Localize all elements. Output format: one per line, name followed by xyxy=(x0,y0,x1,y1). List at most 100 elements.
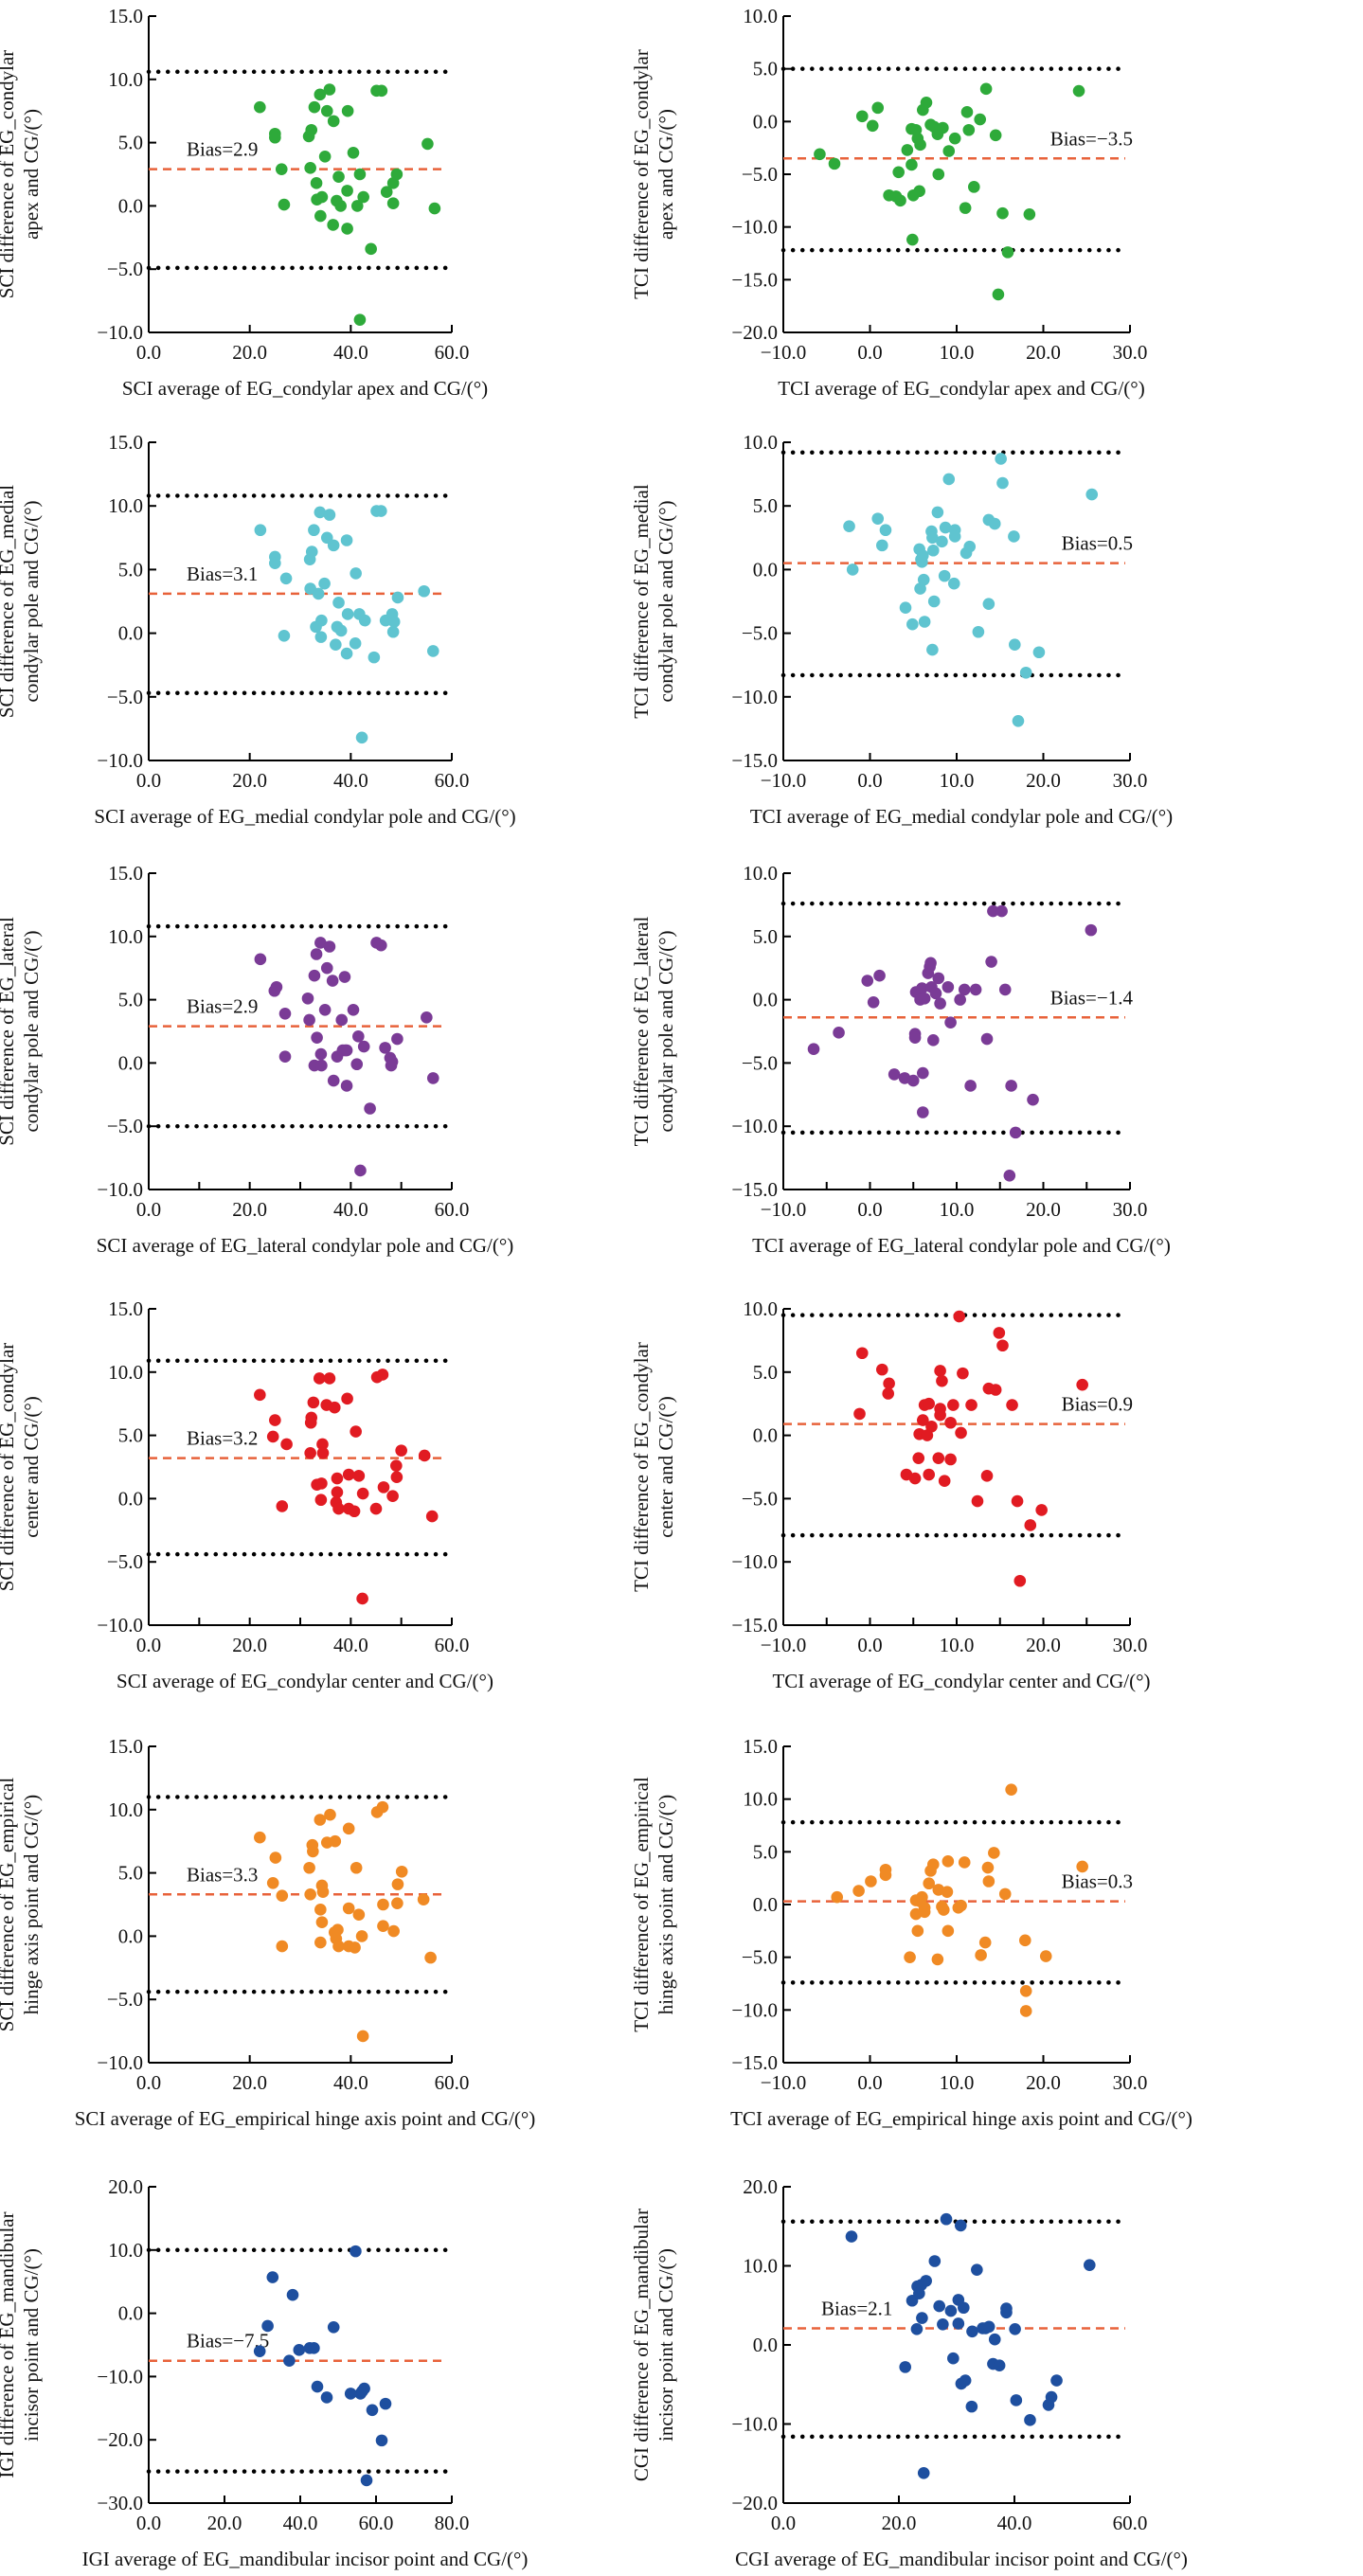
data-point xyxy=(1019,666,1032,679)
data-point xyxy=(982,1875,995,1887)
x-tick-label: 20.0 xyxy=(232,1634,267,1656)
data-point xyxy=(375,939,387,952)
chart-panel-sci-lateral-condylar-pole: −10.0 −5.0 0.0 5.0 10.0 15.0 0.0 20.0 40.0 60.0 Bi… xyxy=(0,862,513,1257)
data-point xyxy=(340,647,353,660)
data-point xyxy=(958,1856,971,1869)
y-tick-label: 10.0 xyxy=(108,2239,143,2262)
data-point xyxy=(1003,1170,1016,1182)
data-point xyxy=(942,473,956,486)
data-point xyxy=(918,616,931,628)
y-tick-label: 0.0 xyxy=(753,989,778,1011)
y-tick-label: 10.0 xyxy=(108,1798,143,1821)
data-point xyxy=(1012,715,1025,727)
y-axis-label-line: condylar pole and CG/(°) xyxy=(20,500,43,702)
data-point xyxy=(324,1808,336,1821)
data-point xyxy=(304,1888,316,1901)
data-point xyxy=(1011,1494,1024,1508)
data-point xyxy=(278,629,291,642)
data-point xyxy=(906,233,919,246)
y-tick-label: 5.0 xyxy=(753,1361,778,1384)
data-point xyxy=(843,520,855,533)
data-point xyxy=(954,993,966,1006)
y-tick-label: 5.0 xyxy=(753,58,778,80)
data-point xyxy=(904,1951,916,1963)
y-tick-label: −10.0 xyxy=(731,1550,778,1573)
x-tick-label: 30.0 xyxy=(1113,1198,1148,1221)
data-point xyxy=(985,956,997,968)
data-point xyxy=(327,539,340,552)
data-point xyxy=(349,637,362,650)
y-tick-label: −10.0 xyxy=(731,686,778,708)
data-point xyxy=(332,170,345,183)
x-axis-label: TCI average of EG_empirical hinge axis p… xyxy=(730,2107,1193,2130)
data-point xyxy=(350,2245,362,2258)
data-point xyxy=(353,313,367,326)
data-point xyxy=(375,505,387,517)
data-point xyxy=(1084,2259,1096,2271)
data-point xyxy=(331,1486,344,1499)
x-tick-label: −10.0 xyxy=(761,1198,807,1221)
y-tick-label: 15.0 xyxy=(108,431,143,454)
x-tick-label: 0.0 xyxy=(771,2512,796,2534)
data-point xyxy=(1019,1984,1032,1997)
x-tick-label: 60.0 xyxy=(435,1634,470,1656)
data-point xyxy=(988,1847,1000,1859)
x-tick-label: 0.0 xyxy=(857,769,882,792)
x-axis-label: SCI average of EG_lateral condylar pole … xyxy=(97,1234,514,1257)
x-axis-label: TCI average of EG_condylar center and CG… xyxy=(772,1670,1150,1692)
y-axis-label-line: condylar pole and CG/(°) xyxy=(20,930,43,1132)
x-tick-label: 40.0 xyxy=(997,2512,1032,2534)
y-axis-label-line: SCI difference of EG_medial xyxy=(0,485,18,718)
data-point xyxy=(314,209,327,223)
data-point xyxy=(988,2333,1001,2346)
data-point xyxy=(276,1889,289,1902)
x-tick-label: 60.0 xyxy=(359,2512,394,2534)
data-point xyxy=(947,1399,959,1411)
y-tick-label: −15.0 xyxy=(731,1178,778,1201)
data-point xyxy=(865,1875,877,1887)
data-point xyxy=(305,123,318,136)
data-point xyxy=(344,2388,357,2400)
data-point xyxy=(871,512,885,525)
data-point xyxy=(266,2271,279,2283)
y-axis-label-line: condylar pole and CG/(°) xyxy=(655,500,677,702)
data-point xyxy=(375,2434,388,2447)
bias-label: Bias=−1.4 xyxy=(1050,986,1134,1009)
data-point xyxy=(254,1388,266,1402)
data-point xyxy=(876,1363,888,1376)
x-tick-label: −10.0 xyxy=(761,769,807,792)
data-point xyxy=(980,1032,994,1046)
data-point xyxy=(253,2345,266,2357)
data-point xyxy=(906,158,918,171)
data-point xyxy=(318,1003,332,1016)
data-point xyxy=(377,1898,389,1911)
data-point xyxy=(923,1397,936,1410)
data-point xyxy=(386,625,400,638)
data-point xyxy=(1009,638,1021,651)
y-axis-label-line: hinge axis point and CG/(°) xyxy=(20,1795,43,2014)
data-point xyxy=(912,1452,925,1464)
y-tick-label: 10.0 xyxy=(743,2255,778,2278)
y-tick-label: 5.0 xyxy=(118,1862,143,1885)
data-point xyxy=(308,524,320,537)
data-point xyxy=(1024,2414,1036,2426)
data-point xyxy=(356,2030,369,2043)
x-tick-label: 20.0 xyxy=(232,2071,267,2094)
data-point xyxy=(987,904,999,918)
x-tick-label: −10.0 xyxy=(761,1634,807,1656)
data-point xyxy=(312,587,325,600)
data-point xyxy=(947,2352,959,2365)
y-tick-label: 10.0 xyxy=(108,68,143,91)
data-point xyxy=(917,549,929,562)
data-point xyxy=(305,546,318,558)
data-point xyxy=(364,1102,376,1115)
data-point xyxy=(338,971,351,983)
y-tick-label: 0.0 xyxy=(753,1893,778,1916)
data-point xyxy=(350,1058,364,1071)
data-point xyxy=(853,1407,866,1421)
y-tick-label: 0.0 xyxy=(753,558,778,581)
data-point xyxy=(307,1845,319,1858)
data-point xyxy=(316,1438,329,1451)
bias-label: Bias=0.3 xyxy=(1062,1870,1133,1893)
data-point xyxy=(270,980,283,993)
